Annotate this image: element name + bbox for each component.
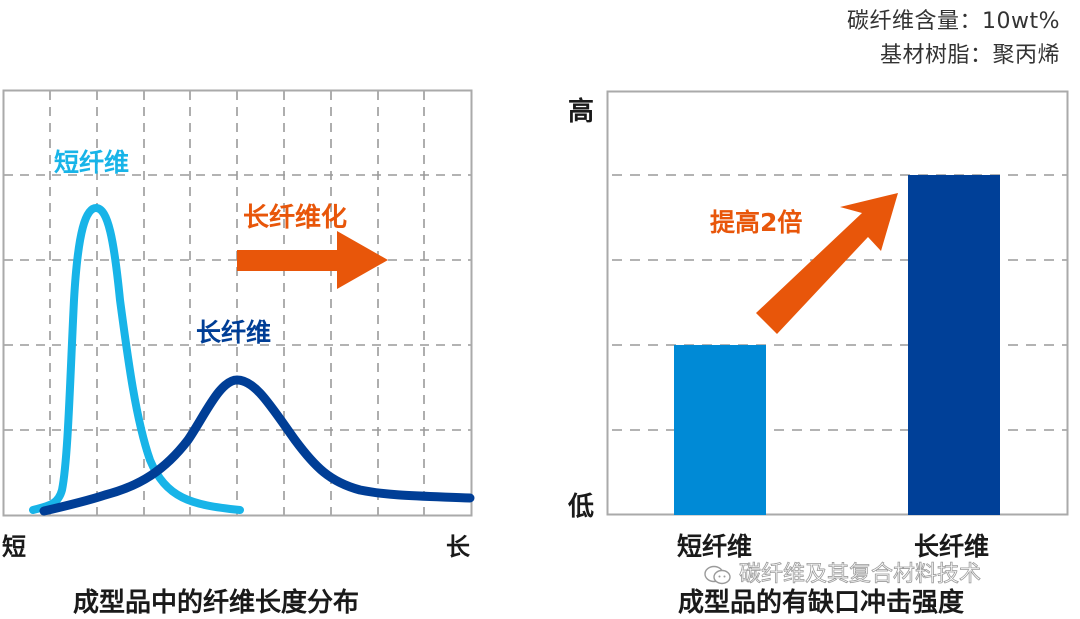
category-long-fiber: 长纤维 — [914, 532, 990, 561]
short-fiber-series-label: 短纤维 — [54, 148, 130, 177]
wechat-icon — [704, 565, 731, 585]
x-axis-min-label: 短 — [2, 533, 26, 561]
watermark: 碳纤维及其复合材料技术 — [703, 556, 981, 588]
y-axis-min-label: 低 — [568, 492, 595, 522]
long-fiber-curve — [39, 375, 475, 516]
lengthening-label: 长纤维化 — [243, 203, 348, 233]
short-fiber-bar — [674, 345, 766, 515]
watermark-text: 碳纤维及其复合材料技术 — [739, 562, 982, 588]
right-chart-caption: 成型品的有缺口冲击强度 — [678, 588, 965, 618]
right-chart-frame — [606, 90, 1069, 516]
matrix-resin-note: 基材树脂：聚丙烯 — [879, 43, 1060, 68]
left-chart-caption: 成型品中的纤维长度分布 — [73, 588, 360, 618]
short-fiber-curve — [29, 204, 244, 514]
long-fiber-bar — [908, 175, 1000, 515]
y-axis-max-label: 高 — [568, 97, 595, 127]
x-axis-max-label: 长 — [446, 533, 470, 561]
category-short-fiber: 短纤维 — [677, 532, 753, 561]
fiber-content-note: 碳纤维含量：10wt% — [846, 9, 1060, 34]
increase-label: 提高2倍 — [710, 208, 803, 237]
long-fiber-series-label: 长纤维 — [196, 318, 272, 347]
lengthening-arrow-icon — [237, 231, 388, 289]
left-chart-frame — [2, 89, 473, 517]
increase-arrow-icon — [756, 193, 898, 334]
